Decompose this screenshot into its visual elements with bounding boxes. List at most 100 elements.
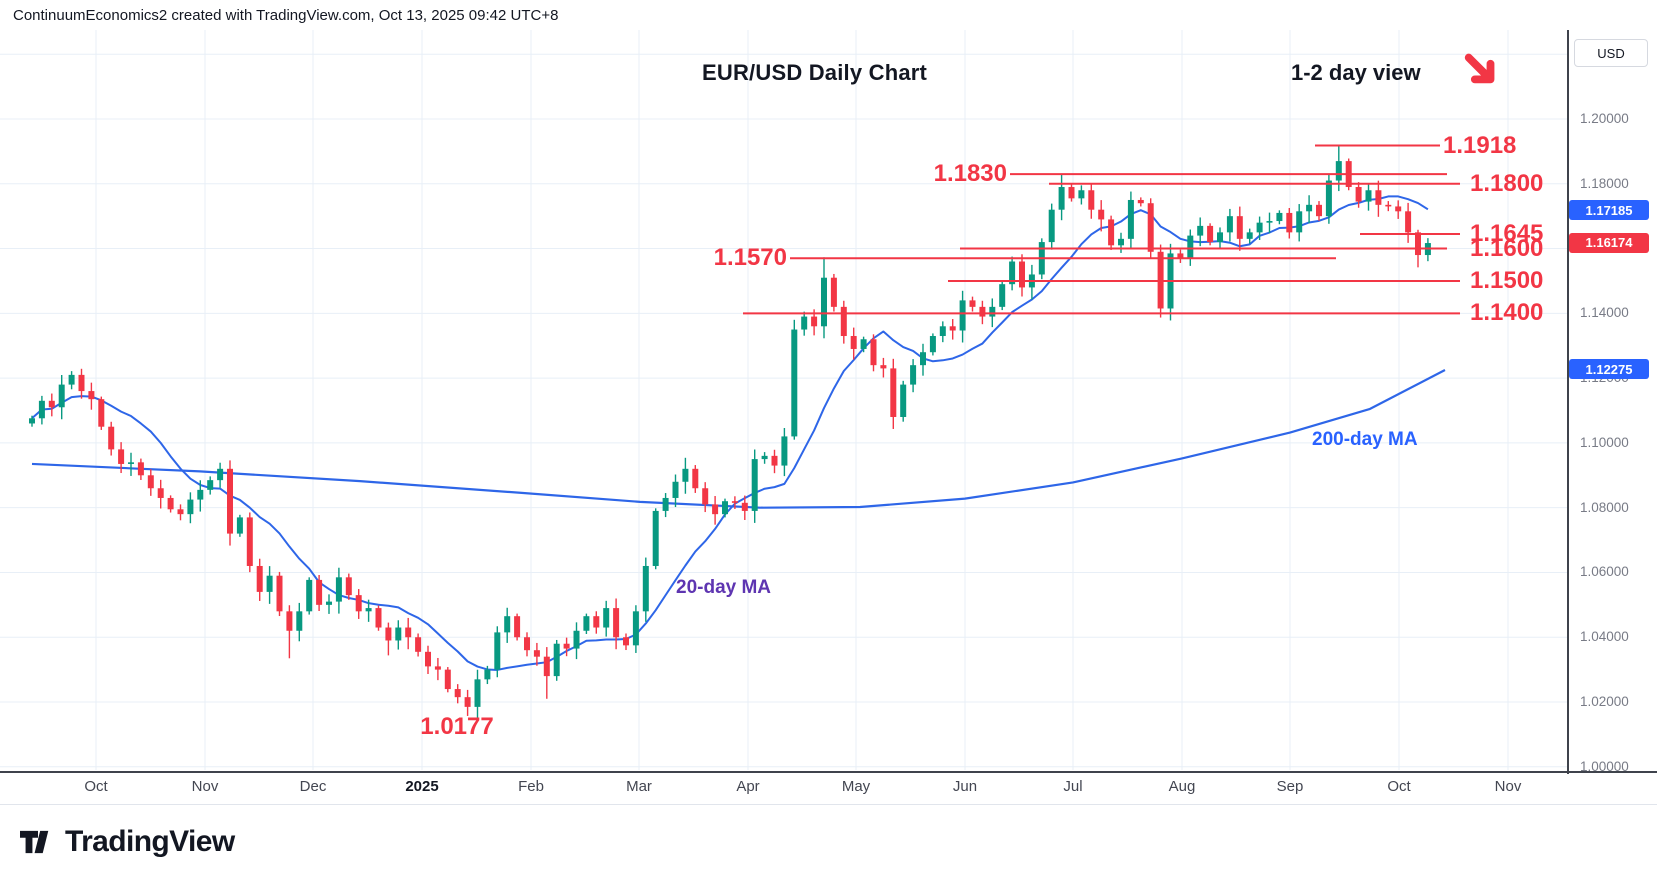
candle-body (88, 391, 95, 400)
candle-body (316, 579, 323, 605)
candle-body (355, 595, 362, 612)
candle-body (38, 400, 45, 419)
month-label: May (841, 778, 871, 795)
price-tick: 1.20000 (1580, 111, 1629, 126)
candle-body (118, 449, 125, 464)
candle-body (1385, 204, 1392, 207)
candle-body (167, 497, 174, 510)
candle-body (1048, 209, 1055, 243)
candle-body (147, 475, 154, 489)
month-label: Mar (626, 778, 652, 795)
candle-body (1335, 161, 1342, 181)
candle-body (1276, 212, 1283, 222)
candle-body (920, 352, 926, 366)
month-label: Oct (84, 778, 108, 795)
candle-body (593, 616, 600, 628)
usd-button[interactable]: USD (1574, 39, 1648, 67)
candle-body (850, 336, 857, 349)
candle-body (266, 575, 273, 592)
candle-body (177, 509, 184, 515)
level-label: 1.1400 (1470, 299, 1544, 327)
candle-body (444, 669, 451, 690)
candle-body (1306, 204, 1313, 212)
price-tick: 1.04000 (1580, 629, 1629, 645)
month-label: Nov (191, 778, 219, 795)
candle-body (405, 627, 412, 638)
time-axis[interactable]: Oct Nov Dec 2025 Feb Mar Apr May Jun Jul Aug Sep Oct… (0, 773, 1657, 804)
price-tick: 1.14000 (1580, 305, 1629, 321)
axis-separator-horizontal (0, 771, 1657, 773)
candle-body (375, 608, 382, 628)
candle-body (1019, 261, 1025, 288)
candle-body (1058, 187, 1065, 210)
candle-body (1177, 253, 1184, 259)
level-label: 1.1918 (1443, 131, 1517, 159)
candle-body (573, 630, 580, 649)
candle-body (900, 384, 907, 417)
candle-body (702, 488, 709, 505)
ma20-line (31, 195, 1429, 671)
candle-body (1246, 232, 1253, 239)
month-label: Sep (1276, 778, 1304, 795)
candle-body (692, 468, 699, 489)
candle-body (68, 374, 75, 385)
candle-body (345, 577, 352, 596)
candle-body (830, 277, 837, 307)
candle-body (217, 468, 224, 481)
candle-body (1098, 209, 1105, 220)
candle-body (1266, 221, 1273, 223)
level-label: 1.1500 (1470, 266, 1544, 294)
candle-body (741, 502, 748, 511)
candle-body (524, 637, 530, 651)
candle-body (791, 329, 798, 437)
month-label: Aug (1168, 778, 1196, 795)
candle-body (613, 608, 620, 638)
candle-body (870, 339, 877, 366)
candle-body (207, 480, 214, 490)
price-tick: 1.02000 (1580, 694, 1629, 710)
candle-body (979, 306, 986, 317)
candle-body (415, 637, 422, 652)
candle-body (1365, 190, 1372, 202)
candle-body (454, 689, 461, 698)
candle-body (227, 468, 233, 534)
candle-body (425, 651, 431, 667)
candle-body (365, 608, 372, 612)
candle-body (197, 489, 204, 500)
candle-body (642, 565, 649, 612)
candle-body (1226, 216, 1233, 233)
candle-body (731, 501, 738, 503)
candle-body (939, 326, 946, 337)
candle-body (623, 637, 629, 646)
candle-body (1127, 199, 1134, 239)
level-label: 1.1600 (1470, 234, 1544, 262)
candle-body (1088, 190, 1095, 210)
level-label: 1.0177 (420, 713, 494, 740)
month-label: Feb (518, 778, 544, 795)
month-label: Jun (952, 778, 978, 795)
candle-body (1286, 212, 1293, 233)
level-label: 1.1570 (713, 244, 787, 272)
candle-body (959, 300, 966, 331)
level-label: 1.1830 (933, 160, 1007, 188)
candle-body (1355, 187, 1362, 202)
month-label: Jul (1063, 778, 1083, 795)
candle-body (860, 339, 867, 349)
price-tick: 1.10000 (1580, 434, 1629, 450)
candle-body (682, 468, 689, 482)
price-axis[interactable]: USD 1.200001.180001.140001.120001.100001… (1568, 0, 1657, 804)
candle-body (306, 579, 313, 612)
candle-body (1187, 235, 1194, 259)
tradingview-logo-text: TradingView (65, 825, 235, 858)
candle-body (1415, 232, 1421, 256)
ma20-label: 20-day MA (676, 577, 772, 598)
candle-body (880, 365, 887, 369)
candle-body (999, 284, 1006, 307)
candle-body (48, 400, 55, 408)
price-badge: 1.16174 (1569, 232, 1649, 253)
view-horizon-label: 1-2 day view (1291, 60, 1421, 85)
candle-body (286, 611, 293, 631)
month-label: Nov (1494, 778, 1522, 795)
candle-body (989, 306, 996, 317)
